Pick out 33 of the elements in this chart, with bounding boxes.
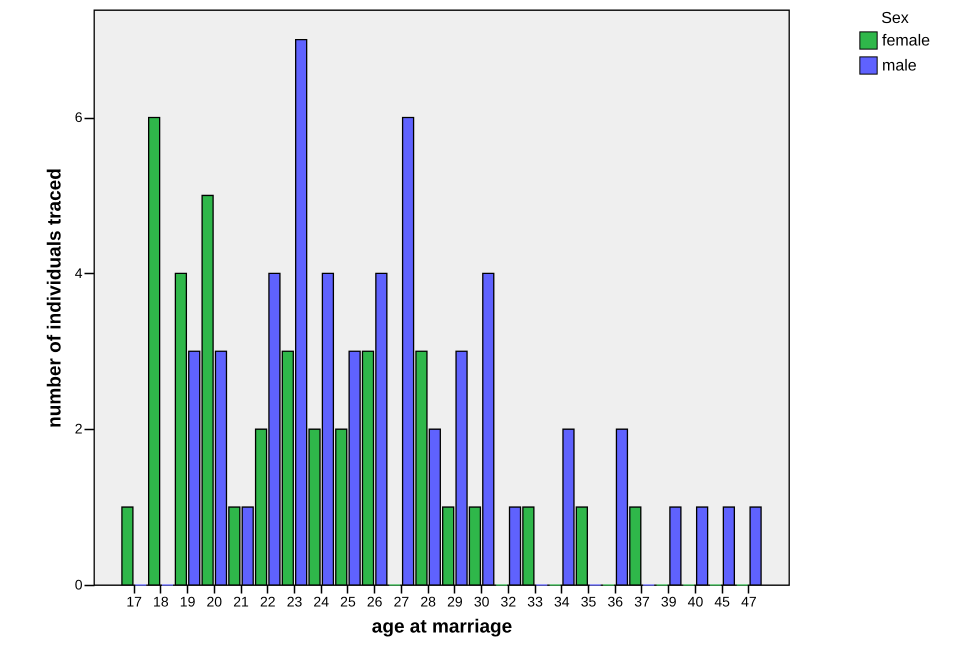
x-tick-label: 18 [153, 594, 169, 610]
x-tick-label: 32 [500, 594, 516, 610]
x-tick-label: 47 [741, 594, 757, 610]
x-tick-label: 17 [126, 594, 142, 610]
x-tick-label: 29 [447, 594, 463, 610]
y-tick-label: 0 [74, 576, 83, 592]
x-tick-label: 30 [474, 594, 490, 610]
legend-label: male [882, 58, 917, 74]
x-tick-label: 40 [688, 594, 704, 610]
legend-title: Sex [881, 10, 909, 27]
y-tick-label: 2 [74, 420, 83, 437]
x-tick-label: 24 [313, 594, 330, 610]
x-tick-label: 27 [394, 594, 410, 610]
x-tick-label: 22 [260, 594, 276, 610]
x-tick-label: 21 [233, 594, 250, 610]
x-axis-title: age at marriage [372, 616, 512, 638]
x-tick-label: 20 [206, 594, 222, 610]
y-tick-label: 6 [74, 109, 83, 126]
x-tick-label: 37 [634, 594, 650, 610]
x-tick-label: 26 [366, 594, 383, 610]
x-tick-label: 33 [527, 594, 544, 610]
x-tick-label: 23 [286, 594, 302, 610]
y-axis-title: number of individuals traced [44, 168, 66, 428]
x-tick-label: 28 [420, 594, 436, 610]
x-tick-label: 39 [660, 594, 677, 610]
y-tick-label: 4 [74, 264, 83, 281]
x-tick-label: 45 [714, 594, 730, 610]
x-tick-label: 35 [580, 594, 597, 610]
legend-label: female [882, 32, 930, 50]
x-tick-label: 34 [554, 594, 570, 610]
x-tick-label: 25 [340, 594, 356, 610]
x-tick-label: 36 [607, 594, 624, 610]
x-tick-label: 19 [180, 594, 196, 610]
